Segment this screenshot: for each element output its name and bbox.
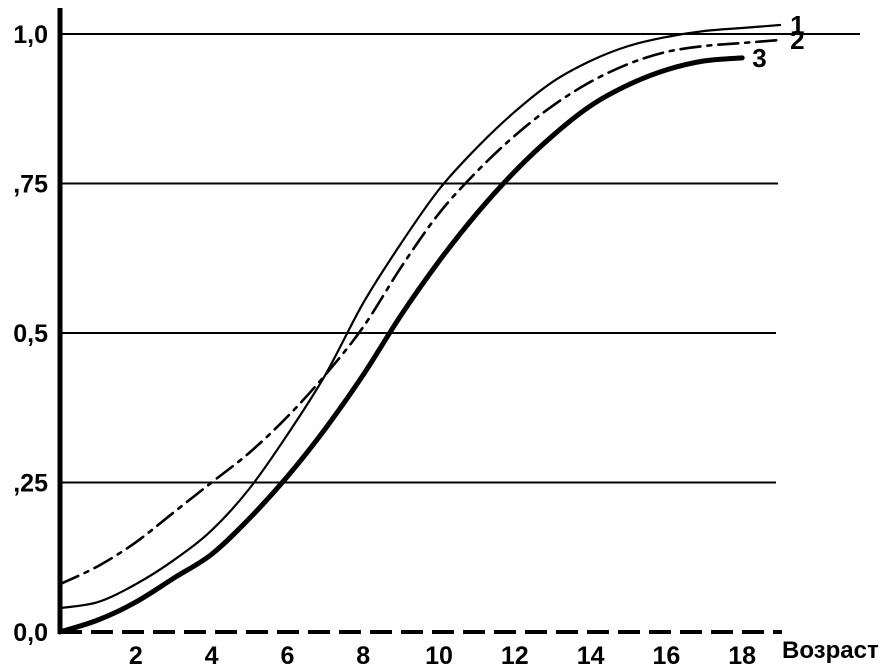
series-2-label: 2 — [790, 25, 804, 55]
x-tick-label: 8 — [356, 642, 370, 670]
grid-lines — [60, 33, 860, 484]
series-1-line — [58, 23, 782, 610]
series-1-label: 1 — [790, 10, 804, 40]
y-tick-label: 0,5 — [13, 320, 48, 348]
x-tick-label: 18 — [728, 642, 756, 670]
y-tick-label: ,75 — [13, 171, 48, 199]
x-tick-label: 10 — [425, 642, 453, 670]
series-3-line — [57, 55, 745, 635]
series-group — [57, 23, 782, 635]
y-tick-label: 1,0 — [13, 21, 48, 49]
axes — [57, 8, 782, 634]
x-tick-label: 4 — [205, 642, 219, 670]
x-axis-title: Возраст — [782, 637, 879, 664]
series-3-label: 3 — [752, 43, 766, 73]
x-tick-label: 16 — [652, 642, 680, 670]
x-tick-label: 2 — [129, 642, 143, 670]
series-2-line — [58, 38, 782, 586]
y-tick-label: ,25 — [13, 470, 48, 498]
x-tick-label: 14 — [577, 642, 605, 670]
tick-labels: 2 4 6 8 10 12 14 16 18 0,0 ,25 0,5 ,75 1,0 — [13, 21, 756, 670]
series-labels: 123 — [752, 10, 804, 73]
y-tick-label: 0,0 — [13, 619, 48, 647]
x-tick-label: 6 — [280, 642, 294, 670]
x-tick-label: 12 — [501, 642, 529, 670]
